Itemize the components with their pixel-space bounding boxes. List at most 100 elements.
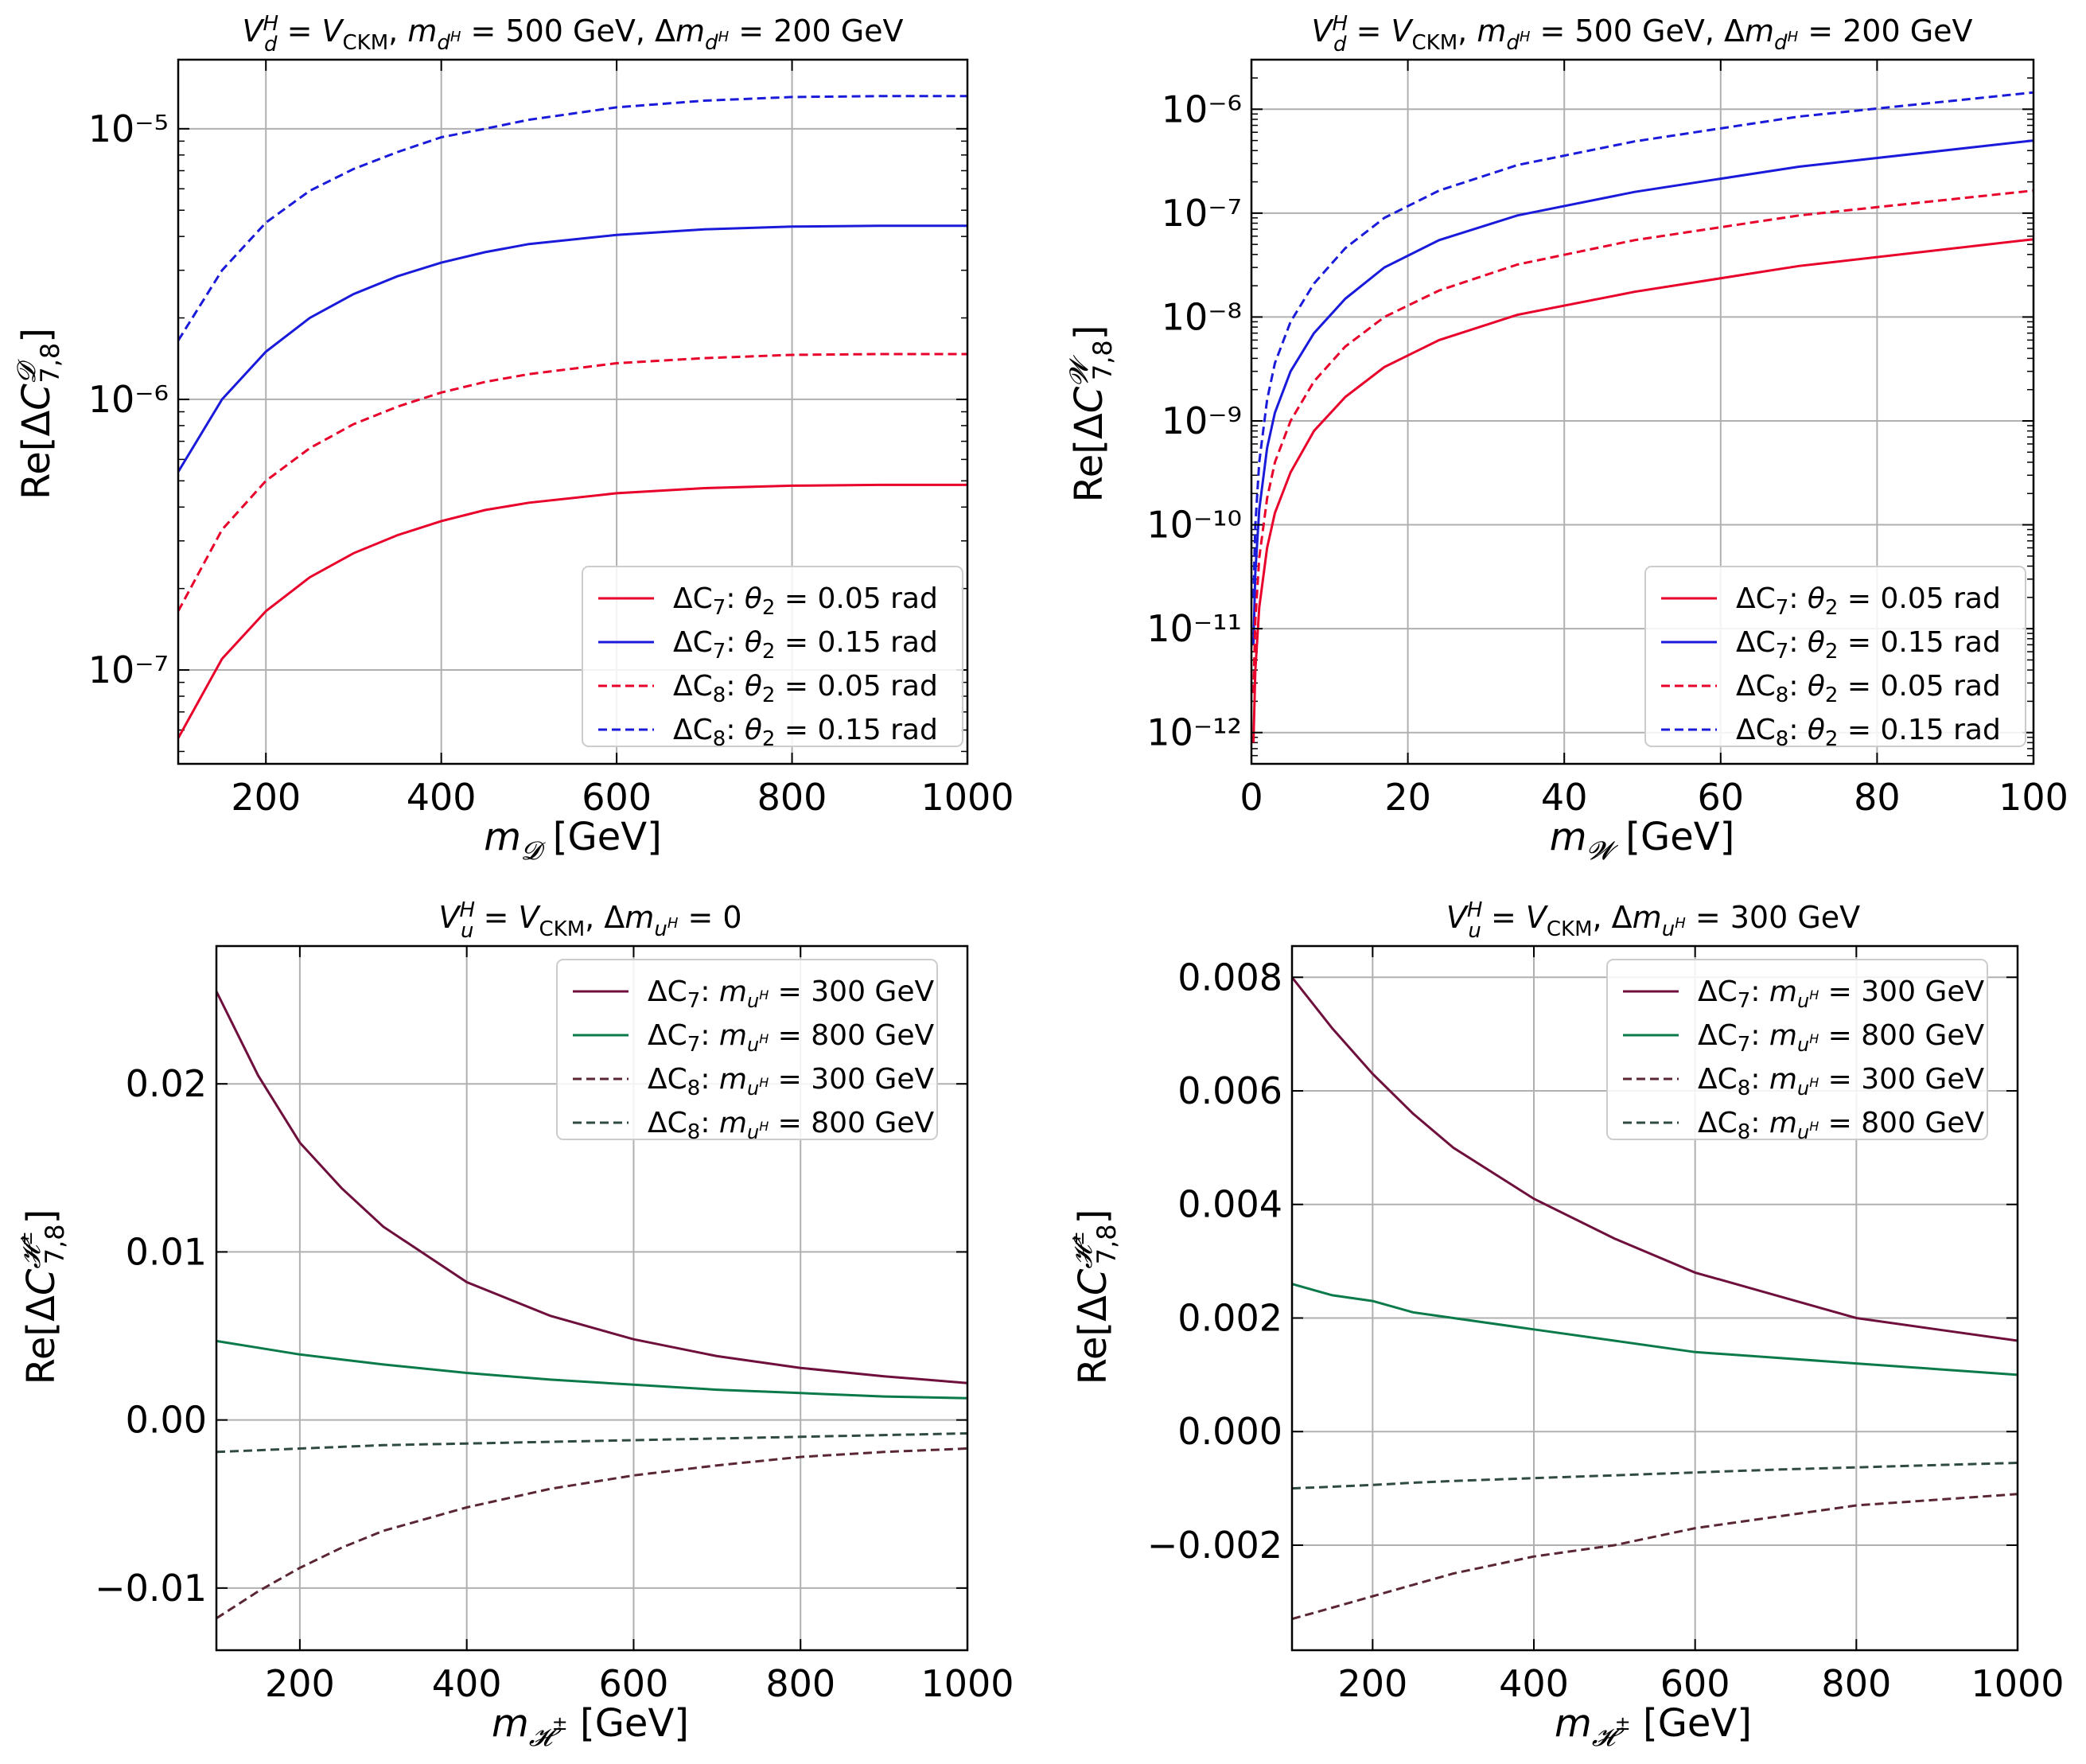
p2-series-0-line [1252, 238, 2034, 743]
p2-xtick-label-3: 60 [1698, 776, 1745, 819]
p4-legend-box [1606, 959, 1988, 1140]
p3-legend-label-3: ΔC8: muH = 800 GeV [648, 1107, 934, 1144]
p1-legend-label-3: ΔC8: θ2 = 0.15 rad [673, 714, 938, 751]
panel-1-plot: 200 400 600 800 1000 10⁻⁷ 10⁻⁶ 10⁻⁵ [88, 58, 1014, 819]
p1-legend-label-0: ΔC7: θ2 = 0.05 rad [673, 582, 938, 620]
panel-2: VH d = VCKM, mdH = 500 GeV, ΔmdH = 200 Ge… [1064, 12, 2068, 866]
panel-4-ylabel: Re[ΔC𝓗± 7,8] [1068, 1209, 1122, 1385]
p3-ytick-label-0: −0.01 [95, 1567, 207, 1610]
p3-ytick-label-3: 0.02 [126, 1062, 207, 1105]
p4-ytick-label-0: −0.002 [1147, 1524, 1282, 1567]
p4-xtick-label-2: 600 [1660, 1662, 1730, 1705]
p4-xtick-label-1: 400 [1499, 1662, 1569, 1705]
p4-ytick-label-2: 0.002 [1177, 1296, 1282, 1339]
panel-3-xlabel: m𝓗± [GeV] [492, 1701, 689, 1752]
p3-axes-frame [215, 944, 969, 1652]
p3-xtick-label-2: 600 [599, 1662, 669, 1705]
p1-series-3-line [177, 95, 967, 341]
p1-ytick-label-1: 10⁻⁶ [88, 378, 169, 421]
p3-series-0-line [215, 991, 968, 1384]
p1-ytick-label-0: 10⁻⁷ [88, 648, 169, 691]
p1-xtick-label-3: 800 [757, 776, 827, 819]
panel-2-title: VH d = VCKM, mdH = 500 GeV, ΔmdH = 200 Ge… [1311, 12, 1972, 56]
p1-legend-label-2: ΔC8: θ2 = 0.05 rad [673, 670, 938, 707]
p4-legend-label-2: ΔC8: muH = 300 GeV [1698, 1063, 1984, 1100]
panel-3-legend: ΔC7: muH = 300 GeV ΔC7: muH = 800 GeV ΔC8:… [556, 959, 938, 1144]
panel-1-xlabel: m𝓓 [GeV] [484, 815, 662, 866]
panel-2-plot: 0 20 40 60 80 100 10⁻¹² 10⁻¹¹ 10⁻¹⁰ 10⁻⁹ 10⁻⁸ 10⁻⁷ 1… [1146, 58, 2068, 819]
p2-xtick-label-2: 40 [1541, 776, 1588, 819]
p1-ytick-label-2: 10⁻⁵ [88, 107, 169, 150]
panel-1-legend: ΔC7: θ2 = 0.05 rad ΔC7: θ2 = 0.15 rad ΔC8:… [582, 566, 963, 751]
p2-ytick-label-2: 10⁻¹⁰ [1146, 504, 1242, 547]
p3-xtick-label-3: 800 [765, 1662, 835, 1705]
p4-ytick-label-4: 0.006 [1177, 1069, 1282, 1112]
p2-xtick-label-5: 100 [1998, 776, 2068, 819]
p1-legend-box [582, 566, 963, 747]
p4-xtick-label-0: 200 [1337, 1662, 1407, 1705]
panel-4-title: VH u = VCKM, ΔmuH = 300 GeV [1446, 898, 1860, 943]
p1-series-0-line [177, 483, 967, 739]
p3-ytick-label-1: 0.00 [126, 1399, 207, 1442]
p4-xtick-label-3: 800 [1821, 1662, 1891, 1705]
p3-xtick-label-1: 400 [432, 1662, 502, 1705]
p2-ytick-label-0: 10⁻¹² [1146, 711, 1242, 754]
p2-ytick-label-6: 10⁻⁶ [1162, 88, 1242, 130]
panel-3: VH u = VCKM, ΔmuH = 0 200 400 600 800 1000 −0.… [16, 898, 1014, 1752]
p1-series-2-line [177, 352, 967, 612]
p2-ytick-label-5: 10⁻⁷ [1162, 192, 1242, 235]
p4-xtick-label-4: 1000 [1971, 1662, 2064, 1705]
p2-axes-frame [1250, 58, 2035, 765]
panel-4-xlabel: m𝓗± [GeV] [1555, 1701, 1752, 1752]
p2-ytick-label-3: 10⁻⁹ [1162, 399, 1242, 442]
p3-legend-label-1: ΔC7: muH = 800 GeV [648, 1019, 934, 1057]
p2-ytick-label-1: 10⁻¹¹ [1146, 607, 1242, 650]
p2-legend-label-0: ΔC7: θ2 = 0.05 rad [1736, 582, 2001, 620]
p3-series-2-line [216, 1447, 968, 1620]
p3-legend-label-0: ΔC7: muH = 300 GeV [648, 975, 934, 1013]
p2-ytick-label-4: 10⁻⁸ [1162, 295, 1242, 338]
p1-series-1-line [177, 224, 967, 473]
panel-3-title: VH u = VCKM, ΔmuH = 0 [438, 898, 741, 943]
p4-series-3-line [1291, 1462, 2018, 1490]
p2-series-1-line [1252, 139, 2034, 645]
panel-1-title: VH d = VCKM, mdH = 500 GeV, ΔmdH = 200 Ge… [242, 12, 903, 56]
p3-legend-label-2: ΔC8: muH = 300 GeV [648, 1063, 934, 1100]
p4-ytick-label-3: 0.004 [1177, 1183, 1282, 1226]
p1-legend-label-1: ΔC7: θ2 = 0.15 rad [673, 626, 938, 664]
p2-xtick-label-1: 20 [1384, 776, 1431, 819]
p1-xtick-label-2: 600 [582, 776, 652, 819]
p1-axes-frame [177, 58, 969, 765]
p4-ytick-label-1: 0.000 [1177, 1410, 1282, 1453]
p1-xtick-label-1: 400 [407, 776, 477, 819]
p4-series-0-line [1290, 976, 2018, 1342]
p1-xtick-label-0: 200 [231, 776, 301, 819]
p2-legend-label-1: ΔC7: θ2 = 0.15 rad [1736, 626, 2001, 664]
p2-legend-box [1644, 566, 2026, 747]
p3-series-1-line [216, 1339, 968, 1400]
panel-3-ylabel: Re[ΔC𝓗± 7,8] [16, 1209, 70, 1385]
p3-series-3-line [216, 1432, 968, 1454]
panel-2-legend: ΔC7: θ2 = 0.05 rad ΔC7: θ2 = 0.15 rad ΔC8:… [1644, 566, 2026, 751]
panel-2-xlabel: m𝓦 [GeV] [1550, 815, 1735, 866]
p4-legend-label-0: ΔC7: muH = 300 GeV [1698, 975, 1984, 1013]
p3-legend-box [556, 959, 938, 1140]
p2-xtick-label-4: 80 [1854, 776, 1901, 819]
p3-xtick-label-4: 1000 [920, 1662, 1014, 1705]
p2-series-2-line [1252, 189, 2034, 694]
p3-ytick-label-2: 0.01 [126, 1230, 207, 1273]
p2-series-3-line [1252, 91, 2034, 598]
p4-series-1-line [1291, 1283, 2018, 1377]
panel-4-legend: ΔC7: muH = 300 GeV ΔC7: muH = 800 GeV ΔC8:… [1606, 959, 1988, 1144]
p2-xtick-label-0: 0 [1240, 776, 1263, 819]
p3-xtick-label-0: 200 [265, 1662, 335, 1705]
p4-series-2-line [1291, 1493, 2018, 1621]
p4-axes-frame [1290, 944, 2019, 1652]
panel-4: VH u = VCKM, ΔmuH = 300 GeV 200 400 600 800 1… [1068, 898, 2065, 1752]
p2-legend-label-3: ΔC8: θ2 = 0.15 rad [1736, 714, 2001, 751]
p4-legend-label-3: ΔC8: muH = 800 GeV [1698, 1107, 1984, 1144]
p1-xtick-label-4: 1000 [920, 776, 1014, 819]
p4-legend-label-1: ΔC7: muH = 800 GeV [1698, 1019, 1984, 1057]
p2-legend-label-2: ΔC8: θ2 = 0.05 rad [1736, 670, 2001, 707]
